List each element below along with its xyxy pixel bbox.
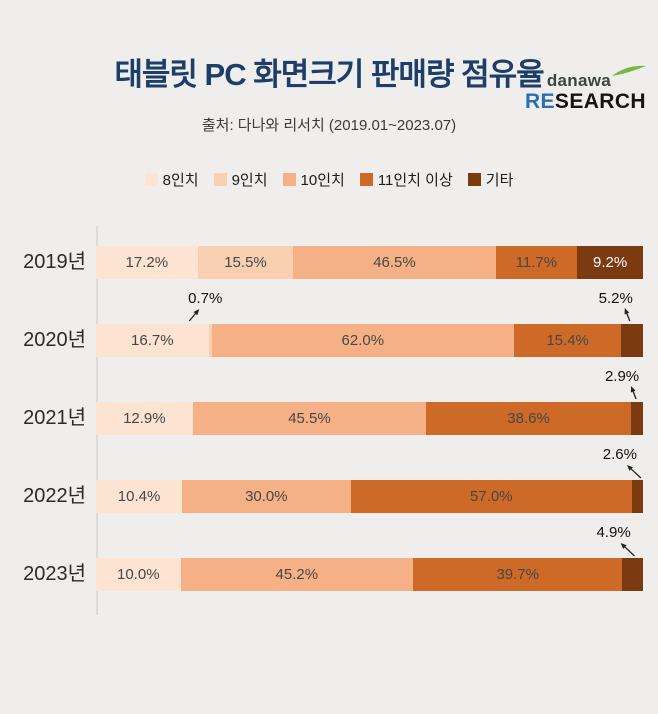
bar-segment: 45.5%: [192, 402, 427, 435]
chart-row: 2021년 12.9% 45.5% 38.6% 2.9%: [10, 357, 658, 435]
page-title: 태블릿 PC 화면크기 판매량 점유율: [114, 57, 544, 92]
callout-value-label: 5.2%: [598, 290, 633, 307]
bar-track: 17.2% 15.5% 46.5% 11.7% 9.2%: [96, 246, 643, 279]
legend-swatch: [467, 173, 481, 186]
callout-arrow-icon: [620, 543, 636, 557]
bar-segment: [632, 480, 643, 513]
legend-item: 11인치 이상: [359, 169, 453, 190]
callout-value-label: 0.7%: [188, 290, 223, 307]
bar-segment: 15.5%: [197, 246, 294, 279]
bar-segment: 57.0%: [350, 480, 633, 513]
segment-value-label: 38.6%: [507, 410, 550, 427]
chart-row: 2022년 10.4% 30.0% 57.0% 2.6%: [10, 435, 658, 513]
callout-arrow-icon: [630, 386, 637, 400]
year-label: 2023년: [23, 563, 86, 585]
legend-item: 기타: [467, 169, 514, 190]
bar-track: 12.9% 45.5% 38.6% 2.9%: [96, 368, 643, 435]
stacked-bar-chart: 2019년 17.2% 15.5% 46.5% 11.7% 9.2% 2020년 16.7% 6…: [10, 226, 658, 615]
bar-segment: [208, 324, 212, 357]
segment-value-label: 12.9%: [123, 410, 166, 427]
segment-value-label: 10.4%: [117, 488, 161, 505]
segment-value-label: 30.0%: [245, 488, 288, 505]
callout-arrow-icon: [188, 309, 200, 322]
bar-segment: [630, 402, 643, 435]
chart-legend: 8인치 9인치 10인치 11인치 이상 기타: [0, 169, 658, 190]
danawa-research-logo: danawa RESEARCH: [525, 63, 646, 112]
callout-layer: 2.6%: [96, 435, 643, 480]
bar-track: 10.0% 45.2% 39.7% 4.9%: [96, 524, 643, 591]
legend-label: 10인치: [300, 172, 345, 189]
logo-brand-text: danawa: [546, 71, 611, 90]
callout-arrow-icon: [624, 308, 631, 322]
callout-layer: 4.9%: [96, 513, 643, 558]
year-label: 2020년: [23, 329, 86, 351]
year-label: 2021년: [23, 407, 86, 429]
segment-value-label: 45.5%: [288, 410, 331, 427]
legend-label: 11인치 이상: [377, 172, 453, 189]
legend-swatch: [213, 173, 227, 186]
logo-re-text: RE: [524, 90, 555, 113]
segment-value-label: 10.0%: [117, 566, 160, 583]
logo-swoosh-icon: [612, 63, 646, 80]
legend-label: 기타: [485, 172, 514, 189]
callout-value-label: 2.9%: [604, 368, 640, 385]
chart-rows: 2019년 17.2% 15.5% 46.5% 11.7% 9.2% 2020년 16.7% 6…: [10, 226, 658, 591]
bar-segment: [622, 558, 643, 591]
bar-segment: 17.2%: [96, 246, 198, 279]
bar-segment: 16.7%: [96, 324, 209, 357]
bar-segment: 10.4%: [96, 480, 183, 513]
bar-segment: 15.4%: [514, 324, 622, 357]
callout-value-label: 4.9%: [596, 524, 631, 541]
bar-segment: 46.5%: [293, 246, 496, 279]
bar-track: 16.7% 62.0% 15.4% 0.7% 5.2%: [96, 290, 643, 357]
segment-value-label: 46.5%: [373, 254, 416, 271]
callout-layer: 0.7% 5.2%: [96, 279, 643, 324]
bar-track: 10.4% 30.0% 57.0% 2.6%: [96, 446, 643, 513]
bar-segment: 9.2%: [577, 246, 643, 279]
segment-value-label: 57.0%: [470, 488, 513, 505]
logo-research-text: RESEARCH: [525, 91, 646, 112]
bar-segment: 30.0%: [182, 480, 351, 513]
callout-value-label: 2.6%: [602, 446, 637, 463]
bar-segment: [621, 324, 643, 357]
year-label: 2022년: [23, 485, 86, 507]
bar-segment: 39.7%: [413, 558, 623, 591]
bar-segment: 62.0%: [211, 324, 515, 357]
bar-segment: 45.2%: [180, 558, 414, 591]
source-caption: 출처: 다나와 리서치 (2019.01~2023.07): [201, 117, 457, 134]
bar-segment: 38.6%: [426, 402, 631, 435]
legend-label: 8인치: [162, 172, 199, 189]
segment-value-label: 62.0%: [341, 332, 385, 349]
logo-search-text: SEARCH: [554, 90, 646, 113]
segment-value-label: 39.7%: [496, 566, 539, 583]
legend-item: 10인치: [282, 169, 345, 190]
legend-swatch: [144, 173, 158, 186]
legend-label: 9인치: [231, 172, 268, 189]
legend-item: 9인치: [213, 169, 268, 190]
callout-layer: 2.9%: [96, 357, 643, 402]
callout-arrow-icon: [626, 465, 642, 479]
bar-segment: 11.7%: [495, 246, 578, 279]
legend-item: 8인치: [144, 169, 199, 190]
legend-swatch: [282, 173, 296, 186]
segment-value-label: 15.5%: [224, 254, 267, 271]
segment-value-label: 45.2%: [275, 566, 319, 583]
chart-row: 2023년 10.0% 45.2% 39.7% 4.9%: [10, 513, 658, 591]
bar-segment: 12.9%: [96, 402, 193, 435]
bar-segment: 10.0%: [96, 558, 181, 591]
chart-row: 2020년 16.7% 62.0% 15.4% 0.7% 5.2%: [10, 279, 658, 357]
legend-swatch: [359, 173, 373, 186]
segment-value-label: 11.7%: [515, 254, 558, 271]
year-label: 2019년: [23, 251, 86, 273]
segment-value-label: 17.2%: [125, 254, 169, 271]
segment-value-label: 9.2%: [592, 254, 628, 271]
chart-row: 2019년 17.2% 15.5% 46.5% 11.7% 9.2%: [10, 226, 658, 279]
segment-value-label: 15.4%: [546, 332, 589, 349]
segment-value-label: 16.7%: [131, 332, 174, 349]
